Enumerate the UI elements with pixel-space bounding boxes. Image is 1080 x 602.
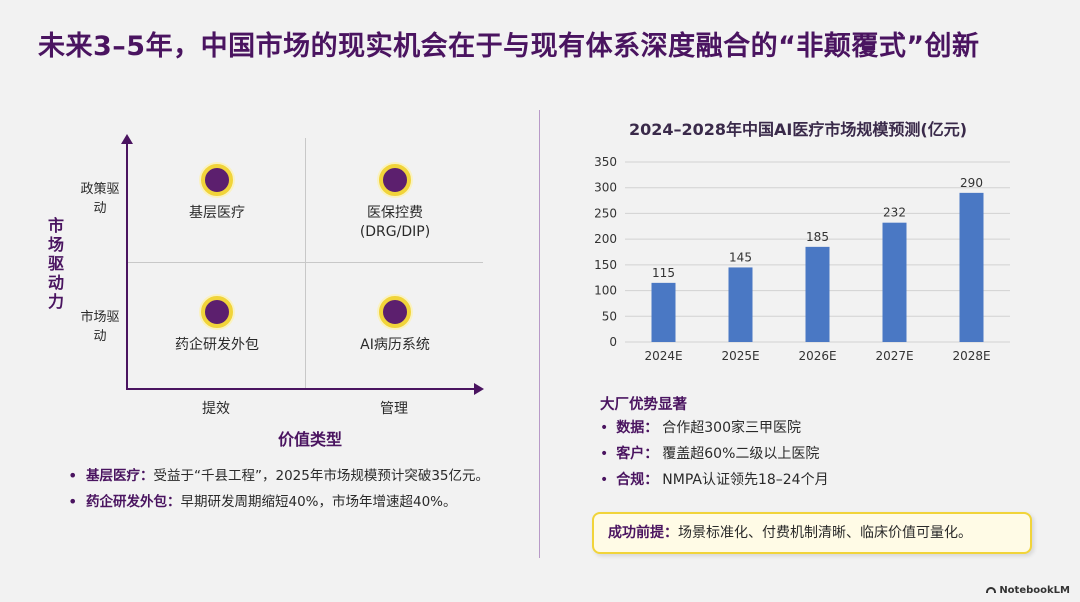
bar <box>882 222 907 342</box>
advantage-head: 数据： <box>616 420 659 436</box>
y-tick-label: 50 <box>602 309 617 323</box>
y-tick-policy: 政策驱动 <box>80 182 120 216</box>
advantages-title: 大厂优势显著 <box>600 397 687 413</box>
grid-vertical <box>305 138 306 388</box>
marker-dot-icon <box>201 164 233 196</box>
notebooklm-logo-icon <box>986 587 997 593</box>
x-axis-title: 价值类型 <box>277 430 342 449</box>
precondition-callout: 成功前提：场景标准化、付费机制清晰、临床价值可量化。 <box>592 512 1032 554</box>
quadrant-pharma-outsourcing: 药企研发外包 <box>152 296 282 355</box>
y-tick-label: 100 <box>594 284 617 298</box>
y-tick-label: 300 <box>594 181 617 195</box>
notes-list: 基层医疗：受益于“千县工程”，2025年市场规模预计突破35亿元。 药企研发外包… <box>66 466 516 518</box>
y-tick-label: 200 <box>594 232 617 246</box>
y-axis-title: 市场驱动力 <box>47 216 64 311</box>
x-tick-label: 2024E <box>644 349 682 363</box>
brand-watermark: NotebookLM <box>986 585 1070 596</box>
quadrant-label: 药企研发外包 <box>175 337 259 353</box>
marker-dot-icon <box>201 296 233 328</box>
quadrant-primary-care: 基层医疗 <box>152 164 282 223</box>
x-tick-efficiency: 提效 <box>202 401 230 417</box>
bar <box>805 246 830 342</box>
x-tick-label: 2027E <box>875 349 913 363</box>
bar <box>728 267 753 342</box>
data-label: 145 <box>729 250 752 264</box>
note-head: 药企研发外包： <box>86 494 181 510</box>
x-tick-label: 2028E <box>952 349 990 363</box>
note-head: 基层医疗： <box>86 468 154 484</box>
section-divider <box>539 110 540 558</box>
y-tick-market: 市场驱动 <box>80 310 120 344</box>
advantage-text: NMPA认证领先18–24个月 <box>662 472 829 488</box>
chart-title: 2024–2028年中国AI医疗市场规模预测(亿元) <box>628 120 968 139</box>
x-tick-label: 2026E <box>798 349 836 363</box>
marker-dot-icon <box>379 164 411 196</box>
precondition-text: 场景标准化、付费机制清晰、临床价值可量化。 <box>678 525 972 541</box>
x-tick-management: 管理 <box>380 401 408 417</box>
grid-horizontal <box>128 262 483 263</box>
market-size-bar-chart: 0 50 100 150 200 250 300 350 115 2024E 145 2025E 185… <box>594 155 1010 363</box>
data-label: 185 <box>806 230 829 244</box>
brand-label: NotebookLM <box>999 585 1070 596</box>
quadrant-ai-emr: AI病历系统 <box>330 296 460 355</box>
x-axis <box>126 383 484 395</box>
advantage-head: 客户： <box>616 446 659 462</box>
data-label: 115 <box>652 266 675 280</box>
quadrant-label: 基层医疗 <box>189 205 245 221</box>
advantage-text: 覆盖超60%二级以上医院 <box>662 446 820 462</box>
quadrant-insurance-control: 医保控费 (DRG/DIP) <box>330 164 460 242</box>
y-tick-label: 350 <box>594 155 617 169</box>
y-tick-label: 150 <box>594 258 617 272</box>
marker-dot-icon <box>379 296 411 328</box>
page-title: 未来3–5年，中国市场的现实机会在于与现有体系深度融合的“非颠覆式”创新 <box>38 31 980 62</box>
quadrant-label: 医保控费 (DRG/DIP) <box>359 205 431 240</box>
advantage-item: 客户：覆盖超60%二级以上医院 <box>600 444 1020 464</box>
y-tick-label: 250 <box>594 206 617 220</box>
note-item: 药企研发外包：早期研发周期缩短40%，市场年增速超40%。 <box>66 492 516 512</box>
advantage-item: 合规：NMPA认证领先18–24个月 <box>600 470 1020 490</box>
advantage-item: 数据：合作超300家三甲医院 <box>600 418 1020 438</box>
note-text: 早期研发周期缩短40%，市场年增速超40%。 <box>180 494 457 510</box>
note-text: 受益于“千县工程”，2025年市场规模预计突破35亿元。 <box>153 468 490 484</box>
advantage-text: 合作超300家三甲医院 <box>662 420 801 436</box>
data-label: 290 <box>960 176 983 190</box>
y-tick-label: 0 <box>609 335 617 349</box>
precondition-head: 成功前提： <box>608 525 678 541</box>
opportunity-matrix: 市场驱动力 政策驱动 市场驱动 基层医疗 医保控费 (DRG/DIP) 药企研发… <box>40 130 500 450</box>
data-label: 232 <box>883 206 906 220</box>
x-tick-label: 2025E <box>721 349 759 363</box>
y-axis <box>121 134 133 390</box>
bar <box>959 192 984 342</box>
advantage-head: 合规： <box>616 472 659 488</box>
bar <box>651 282 676 342</box>
note-item: 基层医疗：受益于“千县工程”，2025年市场规模预计突破35亿元。 <box>66 466 516 486</box>
quadrant-label: AI病历系统 <box>360 337 430 353</box>
